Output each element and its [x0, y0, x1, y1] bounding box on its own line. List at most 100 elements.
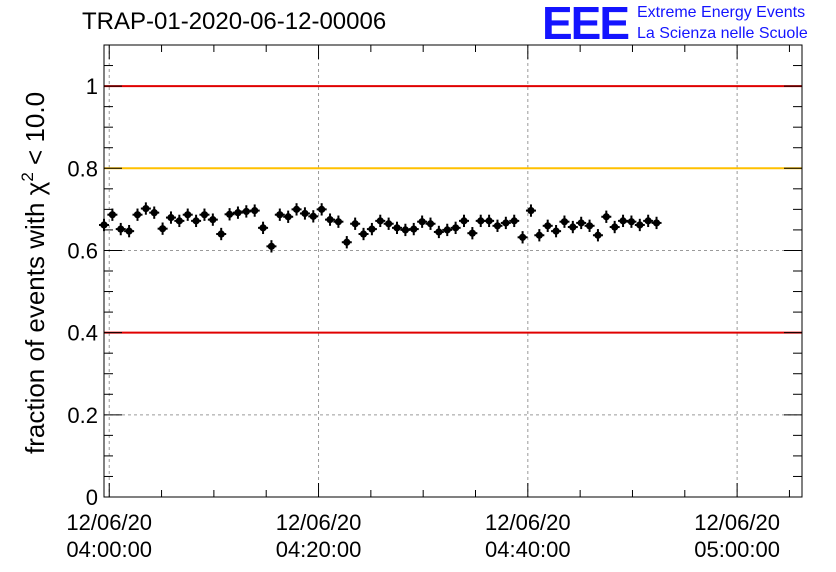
- data-point: [392, 221, 403, 235]
- y-tick-label: 0.8: [67, 156, 98, 181]
- data-point: [408, 222, 419, 236]
- point-marker: [426, 220, 435, 228]
- point-marker: [209, 216, 217, 224]
- point-marker: [318, 205, 326, 213]
- data-point: [350, 217, 361, 230]
- y-tick-label: 1: [86, 74, 98, 99]
- point-marker: [368, 225, 376, 233]
- data-point: [592, 229, 603, 242]
- point-marker: [184, 211, 192, 219]
- data-point: [551, 224, 562, 238]
- point-marker: [477, 217, 485, 225]
- axis-ticks: [104, 44, 802, 498]
- data-point: [124, 224, 135, 238]
- data-point: [467, 227, 478, 240]
- point-marker: [527, 206, 535, 215]
- point-marker: [276, 211, 284, 219]
- point-marker: [200, 211, 209, 219]
- data-point: [174, 214, 185, 228]
- point-marker: [460, 217, 468, 225]
- data-point: [232, 206, 243, 219]
- x-tick-label-date: 12/06/20: [694, 510, 780, 535]
- data-point: [400, 223, 411, 237]
- data-point: [643, 214, 654, 228]
- x-tick-label-date: 12/06/20: [66, 510, 152, 535]
- data-points: [99, 202, 662, 253]
- point-marker: [510, 217, 518, 225]
- data-point: [191, 214, 202, 228]
- point-marker: [251, 206, 259, 215]
- point-marker: [359, 230, 368, 238]
- chart-title: TRAP-01-2020-06-12-00006: [82, 8, 387, 35]
- point-marker: [267, 242, 276, 250]
- point-marker: [602, 213, 610, 221]
- point-marker: [167, 213, 175, 222]
- point-marker: [452, 224, 460, 232]
- data-point: [115, 222, 126, 236]
- point-marker: [225, 210, 234, 218]
- reference-lines: [104, 85, 802, 334]
- x-tick-label-date: 12/06/20: [485, 510, 571, 535]
- data-point: [266, 240, 277, 253]
- data-point: [417, 215, 428, 228]
- data-point: [567, 220, 578, 234]
- point-marker: [301, 209, 309, 218]
- x-tick-label-time: 04:00:00: [66, 537, 152, 562]
- data-point: [325, 213, 336, 226]
- data-point: [500, 216, 511, 230]
- x-tick-label-time: 04:40:00: [485, 537, 571, 562]
- point-marker: [292, 205, 301, 213]
- data-point: [458, 214, 469, 228]
- point-marker: [611, 223, 619, 231]
- point-marker: [234, 209, 242, 217]
- data-point: [358, 227, 369, 241]
- point-marker: [217, 230, 225, 238]
- y-tick-label: 0.4: [67, 321, 98, 346]
- point-marker: [175, 217, 183, 225]
- x-tick-label-time: 05:00:00: [694, 537, 780, 562]
- point-marker: [535, 231, 543, 239]
- data-point: [618, 214, 629, 228]
- point-marker: [150, 209, 158, 217]
- point-marker: [334, 218, 343, 226]
- point-marker: [468, 229, 476, 237]
- point-marker: [259, 224, 267, 232]
- data-point: [165, 211, 176, 224]
- point-marker: [133, 211, 142, 219]
- data-point: [584, 219, 595, 232]
- data-point: [559, 215, 570, 228]
- data-point: [107, 208, 118, 221]
- point-marker: [192, 217, 200, 225]
- y-tick-labels: 0 0.2 0.4 0.6 0.8 1: [67, 74, 98, 510]
- data-point: [283, 210, 294, 223]
- data-point: [224, 208, 235, 221]
- grid-lines: [104, 45, 802, 498]
- data-point: [626, 215, 637, 228]
- point-marker: [351, 220, 359, 228]
- point-marker: [326, 216, 334, 224]
- plot-frame: [103, 44, 803, 498]
- point-marker: [569, 223, 577, 231]
- point-marker: [418, 218, 426, 226]
- point-marker: [544, 222, 552, 230]
- data-point: [316, 203, 327, 216]
- data-point: [366, 222, 377, 236]
- data-point: [149, 206, 160, 219]
- point-marker: [485, 217, 493, 225]
- point-marker: [502, 219, 510, 227]
- point-marker: [393, 224, 401, 232]
- x-tick-label-time: 04:20:00: [276, 537, 362, 562]
- data-point: [241, 205, 252, 218]
- point-marker: [242, 207, 250, 216]
- point-marker: [619, 217, 627, 225]
- eee-logo: EEE Extreme Energy Events La Scienza nel…: [542, 0, 832, 49]
- point-marker: [585, 222, 594, 230]
- point-marker: [518, 233, 527, 241]
- data-point: [291, 203, 302, 216]
- point-marker: [401, 226, 409, 234]
- point-marker: [108, 211, 116, 219]
- data-point: [634, 218, 645, 232]
- data-point: [207, 213, 218, 226]
- data-point: [308, 210, 319, 223]
